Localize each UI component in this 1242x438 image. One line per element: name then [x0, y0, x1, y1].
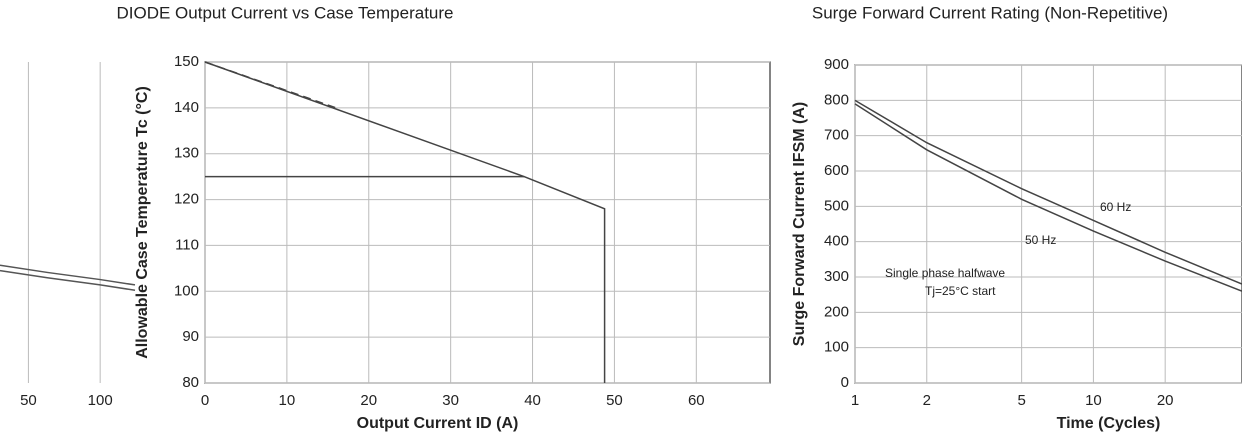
y-tick-label: 300	[824, 268, 849, 285]
y-tick-label: 0	[841, 374, 849, 391]
x-axis-label: Time (Cycles)	[1057, 415, 1161, 432]
x-tick-label: 0	[201, 392, 209, 409]
plot-frame	[204, 61, 771, 384]
y-tick-label: 80	[182, 374, 199, 391]
y-tick-label: 150	[174, 53, 199, 70]
x-tick-label: 30	[442, 392, 459, 409]
x-tick-label: 5	[1017, 392, 1025, 409]
x-tick-label: 2	[923, 392, 931, 409]
y-axis-label: Surge Forward Current IFSM (A)	[791, 102, 808, 346]
x-tick-label: 10	[1085, 392, 1102, 409]
x-axis-label: Output Current ID (A)	[357, 415, 519, 432]
y-tick-label: 140	[174, 99, 199, 116]
data-line	[854, 99, 1242, 285]
annotation: Single phase halfwave	[885, 266, 1005, 280]
chart-title: Surge Forward Current Rating (Non-Repeti…	[812, 3, 1168, 22]
y-tick-label: 130	[174, 145, 199, 162]
data-line	[854, 103, 1242, 292]
data-line	[0, 269, 136, 292]
annotation: 50 Hz	[1025, 233, 1056, 247]
y-tick-label: 110	[175, 236, 199, 253]
data-line	[204, 61, 606, 383]
chart-title: DIODE Output Current vs Case Temperature	[117, 3, 454, 22]
y-tick-label: 400	[824, 233, 849, 250]
y-axis-label: Allowable Case Temperature Tc (°C)	[134, 86, 151, 359]
x-tick-label: 1	[851, 392, 859, 409]
x-tick-label: 60	[688, 392, 705, 409]
y-tick-label: 90	[182, 328, 199, 345]
y-tick-label: 900	[824, 56, 849, 73]
plot-frame	[854, 64, 1242, 384]
y-tick-label: 800	[824, 91, 849, 108]
y-tick-label: 600	[824, 162, 849, 179]
y-tick-label: 700	[824, 127, 849, 144]
x-tick-label: 20	[1157, 392, 1174, 409]
data-line	[0, 264, 136, 286]
y-tick-label: 100	[174, 282, 199, 299]
data-line	[204, 61, 337, 109]
annotation: 60 Hz	[1100, 200, 1131, 214]
x-tick-label: 50	[20, 392, 37, 409]
x-tick-label: 50	[606, 392, 623, 409]
y-tick-label: 120	[174, 191, 199, 208]
x-tick-label: 20	[360, 392, 377, 409]
y-tick-label: 500	[824, 197, 849, 214]
annotation: Tj=25°C start	[925, 284, 996, 298]
y-tick-label: 100	[824, 339, 849, 356]
x-tick-label: 10	[279, 392, 296, 409]
y-tick-label: 200	[824, 303, 849, 320]
x-tick-label: 100	[88, 392, 113, 409]
x-tick-label: 40	[524, 392, 541, 409]
